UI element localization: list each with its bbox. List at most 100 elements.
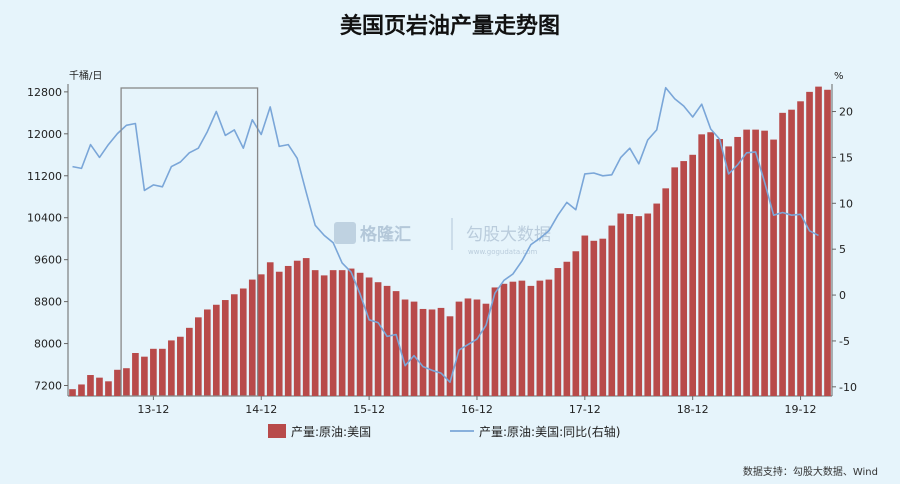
bar-production	[356, 272, 364, 396]
bar-production	[554, 268, 562, 396]
bar-production	[186, 327, 193, 396]
right-tick-label: -10	[839, 381, 857, 394]
left-tick-label: 10400	[27, 212, 62, 225]
left-tick-label: 7200	[34, 380, 62, 393]
bar-production	[779, 112, 786, 397]
bar-production	[761, 130, 768, 396]
bar-production	[635, 216, 643, 396]
bar-production	[455, 301, 463, 396]
bar-production	[347, 268, 355, 396]
bar-production	[617, 213, 625, 396]
bar-production	[536, 280, 544, 396]
bar-production	[410, 301, 418, 396]
bar-production	[581, 235, 589, 396]
left-tick-label: 8800	[34, 296, 62, 309]
legend-line-label: 产量:原油:美国:同比(右轴)	[479, 424, 621, 439]
bar-production	[87, 375, 94, 396]
bar-production	[195, 317, 202, 396]
bar-production	[482, 303, 490, 396]
watermark-brand1: 格隆汇	[360, 224, 411, 245]
bar-production	[806, 91, 813, 397]
right-tick-label: -5	[839, 335, 850, 348]
bar-production	[752, 129, 759, 396]
bar-production	[365, 277, 373, 396]
bar-production	[788, 109, 795, 396]
x-tick-label: 19-12	[785, 403, 817, 416]
bar-production	[177, 336, 184, 396]
bar-production	[608, 225, 616, 396]
right-tick-label: 5	[839, 243, 846, 256]
left-axis-unit: 千桶/日	[69, 69, 102, 82]
bar-production	[491, 287, 499, 396]
bar-production	[473, 299, 481, 396]
bar-production	[168, 340, 175, 396]
bar-production	[69, 389, 76, 396]
bar-production	[132, 353, 139, 396]
bar-production	[401, 299, 409, 396]
bar-production	[743, 129, 750, 396]
left-tick-label: 8000	[34, 338, 62, 351]
bar-production	[239, 288, 247, 396]
x-tick-label: 14-12	[245, 403, 277, 416]
bar-production	[437, 307, 445, 396]
bar-production	[599, 238, 607, 396]
bar-production	[500, 283, 508, 396]
bar-production	[797, 101, 804, 396]
highlight-box	[120, 87, 259, 397]
watermark-brand2: 勾股大数据	[466, 225, 551, 245]
bar-production	[221, 300, 229, 396]
line-yoy	[72, 86, 819, 384]
bar-production	[734, 136, 741, 396]
bar-production	[96, 377, 103, 396]
bar-production	[698, 134, 705, 397]
bar-production	[770, 139, 777, 396]
x-tick-label: 18-12	[677, 403, 709, 416]
left-tick-label: 11200	[27, 170, 62, 183]
bar-production	[680, 161, 688, 396]
bar-production	[266, 262, 274, 396]
bar-production	[203, 309, 211, 396]
bar-production	[626, 214, 634, 396]
bar-production	[320, 275, 328, 396]
legend-bar-swatch	[268, 424, 286, 438]
bar-production	[689, 154, 697, 396]
watermark-url: www.gogudata.com	[468, 248, 537, 256]
bar-production	[212, 304, 220, 396]
x-tick-label: 16-12	[461, 403, 493, 416]
x-tick-label: 13-12	[137, 403, 169, 416]
right-tick-label: 10	[839, 197, 853, 210]
chart-title: 美国页岩油产量走势图	[339, 14, 560, 39]
bar-production	[105, 381, 112, 396]
bar-production	[311, 270, 319, 396]
bar-production	[428, 309, 436, 396]
legend-bar-label: 产量:原油:美国	[291, 425, 371, 439]
bar-production	[662, 188, 670, 396]
bar-production	[518, 280, 526, 396]
bar-production	[374, 282, 382, 396]
bar-production	[230, 294, 238, 396]
bar-production	[338, 270, 346, 396]
bar-production	[78, 384, 85, 396]
x-tick-label: 17-12	[569, 403, 601, 416]
bar-production	[293, 260, 301, 396]
bar-production	[716, 139, 723, 396]
bar-production	[725, 146, 732, 396]
right-axis-unit: %	[834, 71, 844, 82]
source-note: 数据支持：勾股大数据、Wind	[742, 467, 878, 478]
bar-production	[257, 274, 265, 396]
left-tick-label: 12000	[27, 128, 62, 141]
bar-production	[824, 89, 831, 396]
bar-production	[563, 261, 571, 396]
bar-production	[419, 308, 427, 396]
bar-production	[114, 369, 121, 396]
bar-production	[329, 270, 337, 396]
bar-production	[545, 279, 553, 396]
left-tick-label: 9600	[34, 254, 62, 267]
right-tick-label: 15	[839, 151, 853, 164]
watermark-logo-icon	[334, 222, 356, 244]
bar-production	[141, 356, 148, 396]
bar-production	[509, 281, 517, 396]
bar-production	[707, 132, 714, 397]
bar-production	[671, 167, 679, 396]
